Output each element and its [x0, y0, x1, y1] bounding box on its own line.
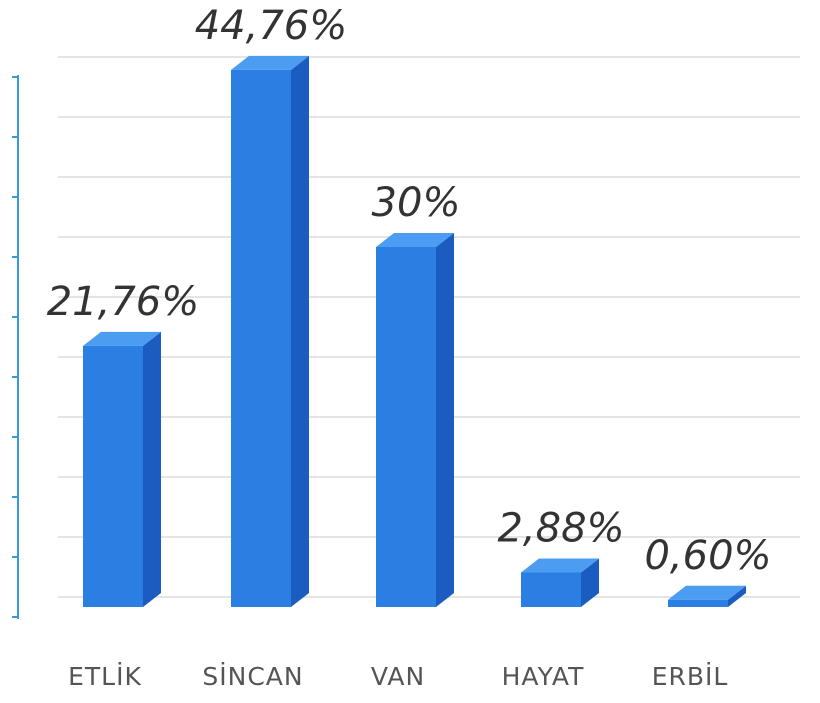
bar — [83, 331, 161, 607]
bar-front — [521, 572, 581, 607]
bar-side — [291, 55, 309, 607]
bar-side — [581, 558, 599, 607]
bar-side — [436, 233, 454, 607]
bar-front — [668, 599, 728, 607]
value-label: 44,76% — [195, 3, 348, 49]
value-label: 30% — [372, 180, 461, 226]
bar — [376, 233, 454, 607]
bar-top — [376, 233, 454, 247]
bar-front — [231, 69, 291, 607]
bar-side — [143, 331, 161, 607]
bar-front — [83, 345, 143, 607]
bar-front — [376, 247, 436, 607]
bar-top — [83, 331, 161, 346]
x-tick-label: SİNCAN — [202, 662, 303, 691]
value-label: 21,76% — [47, 279, 200, 325]
value-label: 2,88% — [497, 505, 624, 551]
bar-top — [231, 55, 309, 70]
value-label: 0,60% — [644, 533, 771, 579]
x-tick-label: ETLİK — [68, 662, 142, 691]
x-tick-label: HAYAT — [502, 662, 585, 691]
bar — [231, 55, 309, 607]
x-tick-label: ERBİL — [652, 662, 729, 691]
bar-side — [728, 585, 746, 607]
bar — [521, 558, 599, 607]
bar-top — [668, 585, 746, 600]
bar — [668, 585, 746, 607]
x-tick-label: VAN — [371, 662, 425, 691]
bar-top — [521, 558, 599, 573]
